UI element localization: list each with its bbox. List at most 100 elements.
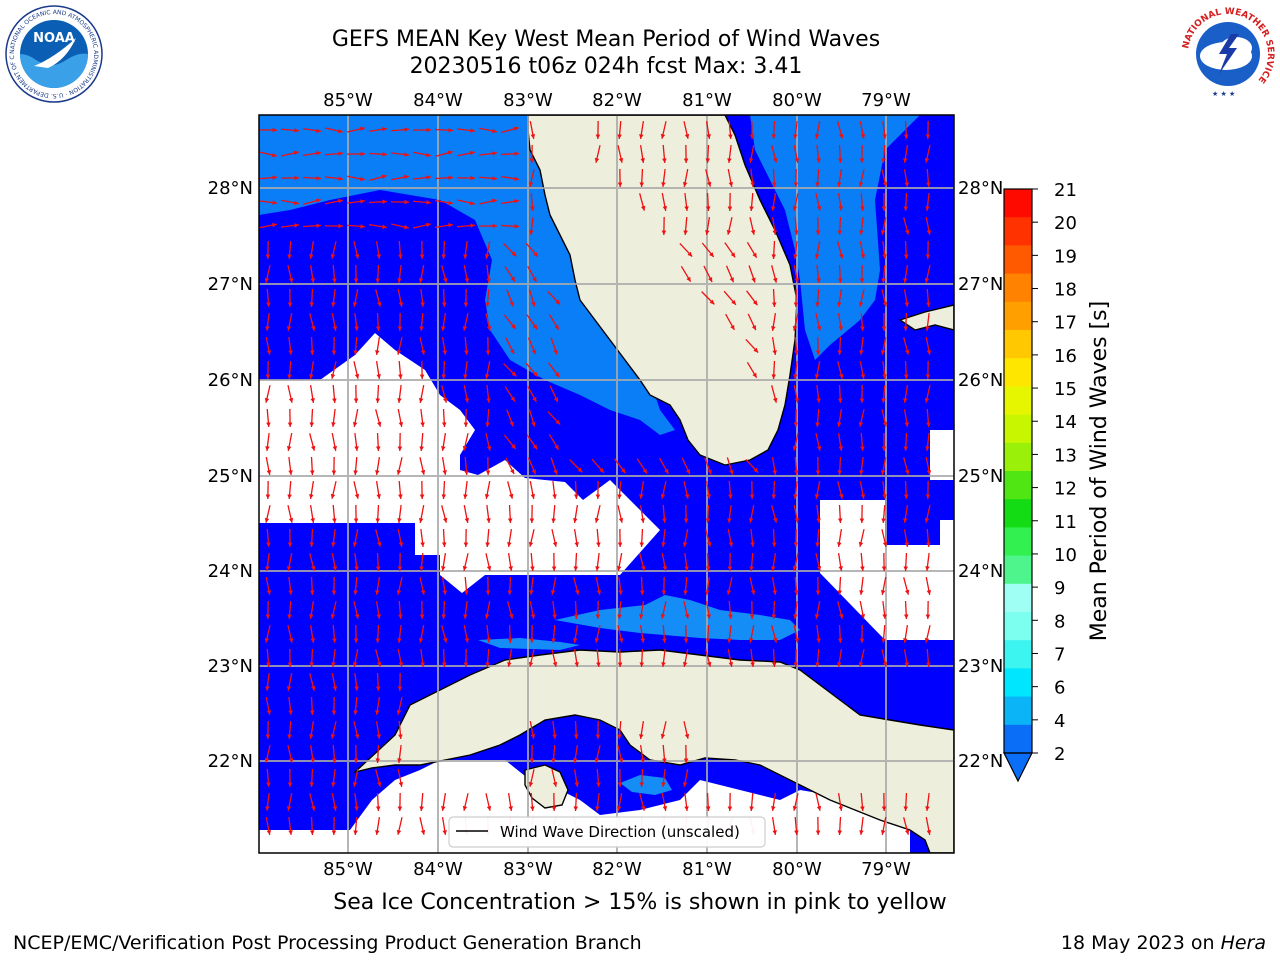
wave-arrow-head [462,805,468,811]
wave-arrow-head [331,542,336,547]
wave-arrow-head [287,542,293,547]
wave-arrow-head [880,470,886,475]
wave-arrow-head [316,128,321,133]
wave-arrow-head [448,223,453,228]
wave-arrow-head [728,182,734,187]
wave-arrow-head [419,374,425,379]
wave-arrow-head [729,277,734,283]
wave-arrow-head [858,181,864,187]
wave-arrow-head [924,637,930,643]
wave-arrow-head [419,566,424,571]
wave-arrow-head [838,493,844,499]
wave-arrow-head [682,782,688,787]
wave-arrow-head [309,734,314,739]
wave-arrow-head [404,152,409,157]
wave-arrow-head [530,566,535,571]
wave-arrow-head [507,518,513,523]
wave-arrow-head [418,638,424,643]
wave-arrow-head [640,565,646,571]
wave-arrow-head [838,806,843,811]
wave-arrow-head [376,421,382,427]
wave-arrow-head [309,542,315,547]
wave-arrow-head [331,422,336,427]
wave-arrow-head [616,806,622,811]
wave-arrow-head [375,566,381,571]
wave-arrow-head [771,806,776,811]
wave-arrow-head [860,254,866,259]
wave-arrow-head [794,470,799,475]
wave-arrow-head [794,638,800,643]
wave-arrow-head [706,494,711,499]
wave-arrow-head [794,398,800,403]
lat-label-right: 25°N [958,466,1003,487]
wave-arrow-head [617,734,622,739]
wave-arrow-head [683,590,688,595]
wave-arrow-head [925,374,931,379]
wave-arrow-head [771,254,777,259]
wave-arrow-head [529,230,534,235]
wave-arrow-head [903,278,908,283]
wave-arrow-head [551,758,556,763]
wave-arrow-head [903,614,909,619]
wave-arrow-head [837,350,843,355]
wave-arrow-head [337,128,343,134]
wave-arrow-head [639,494,644,499]
wave-arrow-head [264,757,270,763]
wave-arrow-head [508,566,513,571]
wave-arrow-head [925,134,931,139]
wave-arrow-head [530,494,536,499]
wave-arrow-head [266,470,272,475]
wave-arrow-head [485,350,491,355]
wave-arrow-head [353,590,358,595]
wave-arrow-head [529,758,535,763]
map-grid [259,115,954,853]
wave-arrow-head [924,157,930,163]
wave-arrow-head [639,134,644,139]
wind-wave-arrows [259,120,932,836]
wave-arrow-head [376,254,381,259]
wave-arrow-head [529,590,534,595]
wave-arrow-head [837,638,843,643]
wave-arrow-head [426,200,431,205]
wave-arrow-head [486,518,491,523]
wave-arrow-head [309,710,315,715]
wave-arrow-head [662,758,667,763]
wave-arrow-head [574,589,580,595]
wave-arrow-head [706,541,712,547]
wave-arrow-head [838,253,844,259]
wave-arrow-head [265,806,270,811]
wave-arrow-head [639,542,645,547]
wave-arrow-head [684,566,689,571]
wave-arrow-head [661,230,667,235]
wave-arrow-head [486,565,492,571]
wave-arrow-head [266,350,272,355]
wave-arrow-head [529,158,535,163]
wave-arrow-head [573,566,579,571]
wave-arrow-head [816,805,822,811]
wave-arrow-head [838,326,843,331]
lat-label-right: 23°N [958,656,1003,677]
wave-arrow-head [396,469,402,475]
wave-arrow-head [382,224,387,229]
wave-arrow-head [396,709,402,715]
wave-arrow-head [731,299,736,305]
wave-arrow-head [397,806,403,811]
wave-arrow-head [469,200,475,206]
wave-arrow-head [265,446,270,451]
wave-arrow-head [332,758,337,763]
wave-arrow-head [353,398,359,403]
wave-arrow-head [904,229,910,235]
wave-arrow-head [551,566,557,571]
wave-arrow-head [528,661,534,667]
wave-arrow-head [310,325,316,331]
wave-arrow-head [860,806,865,811]
wave-arrow-head [418,398,424,403]
wave-arrow-head [309,614,314,619]
wave-arrow-head [552,734,557,739]
wave-arrow-head [354,373,360,379]
wave-arrow-head [288,710,293,715]
wave-arrow-head [727,806,733,811]
wave-arrow-head [859,278,865,283]
wave-arrow-head [396,349,402,355]
wave-arrow-head [397,758,402,763]
